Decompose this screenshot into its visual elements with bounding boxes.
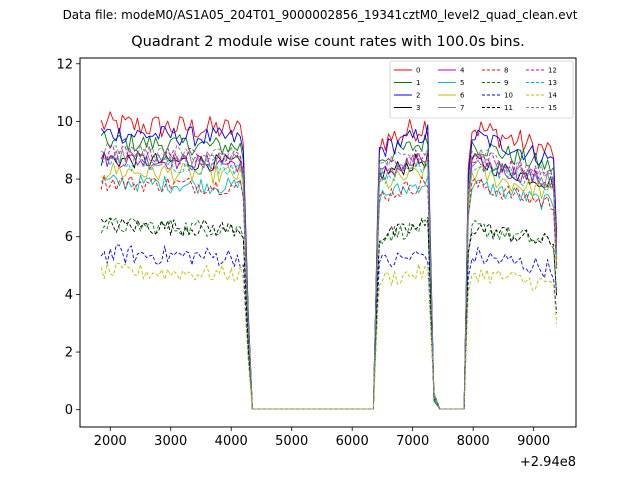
legend-label-7: 7 — [460, 104, 464, 112]
y-tick-label: 12 — [56, 57, 73, 72]
y-tick-label: 6 — [65, 230, 73, 245]
legend-label-9: 9 — [504, 79, 508, 87]
legend-label-4: 4 — [460, 67, 465, 75]
x-tick-label: 8000 — [457, 434, 490, 449]
legend-label-11: 11 — [504, 104, 513, 112]
series-line-5 — [100, 174, 558, 410]
legend-label-2: 2 — [416, 92, 420, 100]
series-line-11 — [100, 217, 558, 410]
legend-label-6: 6 — [460, 92, 465, 100]
series-line-1 — [100, 131, 558, 410]
legend-label-3: 3 — [416, 104, 420, 112]
legend-label-12: 12 — [548, 67, 557, 75]
series-line-10 — [100, 244, 558, 410]
legend-label-14: 14 — [548, 92, 557, 100]
series-line-6 — [101, 161, 558, 410]
y-tick-label: 4 — [65, 288, 73, 303]
ticks-layer: 2000 3000 4000 5000 6000 7000 8000 900002468101… — [56, 57, 550, 449]
x-tick-label: 9000 — [517, 434, 550, 449]
y-tick-label: 2 — [65, 346, 73, 361]
series-line-15 — [100, 142, 558, 410]
legend-label-15: 15 — [548, 104, 557, 112]
legend-label-10: 10 — [504, 92, 513, 100]
series-line-3 — [100, 151, 558, 410]
legend-label-8: 8 — [504, 67, 508, 75]
x-tick-label: 5000 — [275, 434, 308, 449]
chart-title: Quadrant 2 module wise count rates with … — [131, 34, 525, 50]
y-tick-label: 10 — [56, 115, 73, 130]
legend-label-5: 5 — [460, 79, 464, 87]
x-offset-label: +2.94e8 — [520, 455, 576, 470]
y-tick-label: 8 — [65, 173, 73, 188]
x-tick-label: 3000 — [154, 434, 187, 449]
x-tick-label: 4000 — [215, 434, 248, 449]
legend-label-1: 1 — [416, 79, 420, 87]
x-tick-label: 7000 — [396, 434, 429, 449]
series-line-14 — [100, 262, 558, 410]
x-tick-label: 6000 — [336, 434, 369, 449]
figure-label: Data file: modeM0/AS1A05_204T01_90000028… — [62, 8, 578, 22]
series-line-0 — [100, 111, 558, 410]
legend-label-0: 0 — [416, 67, 420, 75]
series-line-9 — [100, 216, 558, 410]
series-line-4 — [100, 151, 558, 410]
legend-box — [389, 60, 574, 119]
series-line-13 — [100, 155, 558, 410]
series-line-8 — [100, 175, 558, 410]
x-tick-label: 2000 — [94, 434, 127, 449]
legend-label-13: 13 — [548, 79, 557, 87]
axes-frame — [79, 57, 577, 428]
series-layer — [100, 111, 558, 410]
y-tick-label: 0 — [65, 403, 73, 418]
